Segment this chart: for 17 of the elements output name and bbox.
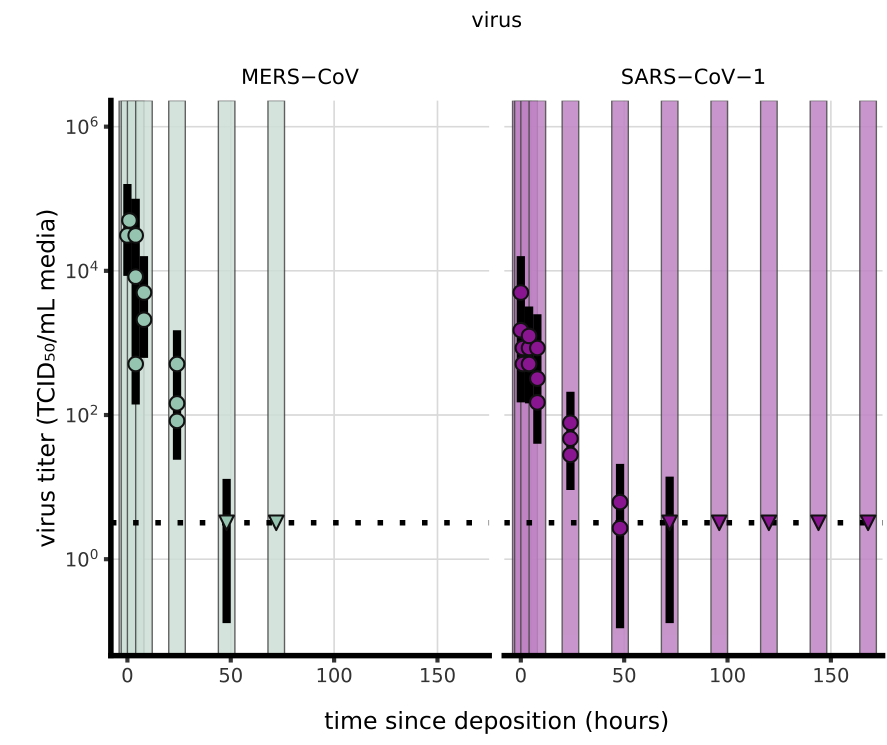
chart-title: SARS−CoV−1 bbox=[622, 68, 764, 84]
x-tick-label: 0 bbox=[516, 668, 526, 682]
y-axis-title: virus titer (TCID₅₀/mL media) bbox=[36, 210, 58, 547]
chart-title: MERS−CoV bbox=[243, 68, 359, 84]
x-axis-title: time since deposition (hours) bbox=[324, 710, 668, 734]
x-tick-label: 100 bbox=[318, 668, 352, 682]
y-tick-label: 10$^{0}$ bbox=[66, 548, 98, 567]
y-tick-label: 10$^{2}$ bbox=[66, 404, 98, 423]
x-tick-label: 150 bbox=[814, 668, 848, 682]
y-tick-label: 10$^{4}$ bbox=[66, 260, 98, 278]
text: virus bbox=[472, 11, 522, 28]
x-tick-label: 50 bbox=[613, 668, 636, 682]
x-tick-label: 0 bbox=[122, 668, 132, 682]
x-tick-label: 150 bbox=[421, 668, 455, 682]
x-tick-label: 50 bbox=[220, 668, 242, 682]
x-tick-label: 100 bbox=[711, 668, 745, 682]
y-tick-label: 10$^{6}$ bbox=[66, 116, 98, 134]
